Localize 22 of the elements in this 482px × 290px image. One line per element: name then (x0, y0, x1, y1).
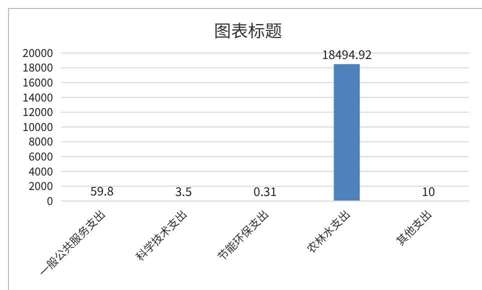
x-tick-label: 农林水支出 (303, 206, 354, 257)
y-tick-label: 12000 (22, 104, 53, 120)
chart-title: 图表标题 (213, 17, 283, 42)
data-label: 0.31 (254, 183, 277, 200)
x-tick-label: 节能环保支出 (214, 206, 272, 264)
y-tick-label: 4000 (28, 163, 53, 180)
data-label: 3.5 (175, 182, 192, 200)
y-tick-label: 20000 (22, 44, 53, 61)
x-tick-label: 科学技术支出 (132, 206, 190, 264)
x-tick-label: 其他支出 (392, 206, 436, 249)
x-tick-label: 一般公共服务支出 (35, 206, 109, 280)
y-tick-label: 14000 (22, 89, 53, 106)
data-label: 10 (422, 182, 436, 200)
y-tick-label: 8000 (28, 134, 53, 150)
data-label: 18494.92 (322, 46, 372, 64)
y-tick-label: 6000 (28, 148, 53, 165)
data-label: 59.8 (90, 182, 114, 200)
y-tick-label: 0 (46, 192, 53, 209)
y-tick-label: 18000 (22, 60, 53, 76)
y-tick-label: 10000 (22, 118, 53, 135)
y-tick-label: 16000 (22, 74, 53, 91)
y-tick-label: 2000 (28, 178, 53, 194)
